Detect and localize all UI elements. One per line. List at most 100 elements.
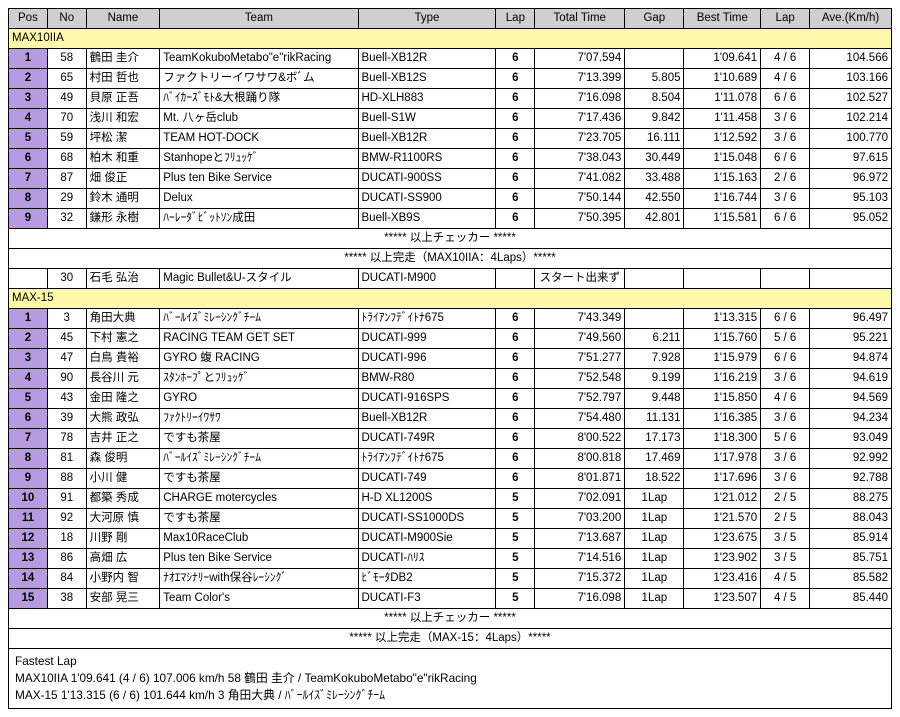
cell-lap: 6 xyxy=(496,89,535,109)
cell-lap: 6 xyxy=(496,329,535,349)
cell-best-time: 1'15.163 xyxy=(684,169,761,189)
cell-no: 78 xyxy=(47,429,86,449)
cell-lap2 xyxy=(761,269,810,289)
cell-no: 70 xyxy=(47,109,86,129)
cell-team: TEAM HOT-DOCK xyxy=(160,129,358,149)
cell-lap: 6 xyxy=(496,189,535,209)
cell-name: 都築 秀成 xyxy=(86,489,160,509)
cell-team: ﾅｵｴﾏｼﾅﾘｰwith保谷ﾚｰｼﾝｸﾞ xyxy=(160,569,358,589)
cell-total-time: 7'14.516 xyxy=(535,549,625,569)
cell-team: GYRO xyxy=(160,389,358,409)
note-row: ***** 以上完走（MAX-15：4Laps）***** xyxy=(9,629,892,649)
cell-pos: 3 xyxy=(9,349,48,369)
cell-pos: 1 xyxy=(9,49,48,69)
cell-team: ﾌｧｸﾄﾘｰｲﾜｻﾜ xyxy=(160,409,358,429)
cell-team: ですも茶屋 xyxy=(160,509,358,529)
table-row: 829鈴木 通明DeluxDUCATI-SS90067'50.14442.550… xyxy=(9,189,892,209)
cell-gap: 9.842 xyxy=(625,109,684,129)
cell-pos: 6 xyxy=(9,409,48,429)
cell-lap: 6 xyxy=(496,309,535,329)
cell-avg: 94.569 xyxy=(810,389,892,409)
cell-no: 58 xyxy=(47,49,86,69)
class-row-cell: MAX10IIA xyxy=(9,29,892,49)
cell-avg: 94.234 xyxy=(810,409,892,429)
table-row: 1386高畑 広Plus ten Bike ServiceDUCATI-ﾊﾘｽ5… xyxy=(9,549,892,569)
cell-lap: 6 xyxy=(496,169,535,189)
table-body: MAX10IIA158鶴田 圭介TeamKokuboMetabo"e"rikRa… xyxy=(9,29,892,649)
cell-gap: 1Lap xyxy=(625,489,684,509)
col-header: Best Time xyxy=(684,9,761,29)
cell-lap: 6 xyxy=(496,389,535,409)
cell-lap: 5 xyxy=(496,489,535,509)
col-header: Team xyxy=(160,9,358,29)
cell-lap2: 6 / 6 xyxy=(761,349,810,369)
cell-type: Buell-XB12R xyxy=(358,49,496,69)
note-row: ***** 以上完走（MAX10IIA：4Laps）***** xyxy=(9,249,892,269)
cell-no: 29 xyxy=(47,189,86,209)
cell-pos: 4 xyxy=(9,109,48,129)
table-row: 1218川野 剛Max10RaceClubDUCATI-M900Sie57'13… xyxy=(9,529,892,549)
cell-name: 鶴田 圭介 xyxy=(86,49,160,69)
cell-lap2: 3 / 5 xyxy=(761,549,810,569)
cell-pos: 5 xyxy=(9,389,48,409)
cell-lap2: 2 / 5 xyxy=(761,489,810,509)
cell-best-time: 1'15.979 xyxy=(684,349,761,369)
cell-lap2: 6 / 6 xyxy=(761,89,810,109)
cell-type: DUCATI-SS900 xyxy=(358,189,496,209)
cell-lap2: 2 / 6 xyxy=(761,169,810,189)
cell-avg: 85.751 xyxy=(810,549,892,569)
cell-team: Mt. 八ヶ岳club xyxy=(160,109,358,129)
cell-total-time: 7'43.349 xyxy=(535,309,625,329)
cell-no: 91 xyxy=(47,489,86,509)
cell-best-time: 1'15.760 xyxy=(684,329,761,349)
cell-total-time: スタート出来ず xyxy=(535,269,625,289)
cell-lap: 6 xyxy=(496,369,535,389)
cell-type: ﾋﾞﾓｰﾀDB2 xyxy=(358,569,496,589)
cell-avg: 92.788 xyxy=(810,469,892,489)
cell-gap: 9.448 xyxy=(625,389,684,409)
cell-avg: 93.049 xyxy=(810,429,892,449)
cell-best-time: 1'17.696 xyxy=(684,469,761,489)
cell-best-time: 1'11.078 xyxy=(684,89,761,109)
cell-name: 大河原 慎 xyxy=(86,509,160,529)
cell-avg: 85.914 xyxy=(810,529,892,549)
cell-total-time: 7'03.200 xyxy=(535,509,625,529)
cell-type: Buell-S1W xyxy=(358,109,496,129)
cell-lap: 5 xyxy=(496,569,535,589)
cell-avg: 100.770 xyxy=(810,129,892,149)
cell-total-time: 7'15.372 xyxy=(535,569,625,589)
table-row: 543金田 隆之GYRODUCATI-916SPS67'52.7979.4481… xyxy=(9,389,892,409)
fastest-lap-line: MAX-15 1'13.315 (6 / 6) 101.644 km/h 3 角… xyxy=(15,687,885,704)
cell-lap2: 3 / 6 xyxy=(761,449,810,469)
cell-gap: 17.173 xyxy=(625,429,684,449)
table-row: 349貝原 正吾ﾊﾞｲｶｰｽﾞﾓﾄ&大根踊り隊HD-XLH88367'16.09… xyxy=(9,89,892,109)
cell-type: Buell-XB12R xyxy=(358,409,496,429)
cell-lap: 6 xyxy=(496,129,535,149)
results-table: PosNoNameTeamTypeLapTotal TimeGapBest Ti… xyxy=(8,8,892,649)
cell-avg: 88.043 xyxy=(810,509,892,529)
cell-team: Team Color's xyxy=(160,589,358,609)
cell-team: Plus ten Bike Service xyxy=(160,549,358,569)
cell-type: DUCATI-749R xyxy=(358,429,496,449)
cell-pos: 3 xyxy=(9,89,48,109)
cell-type: DUCATI-916SPS xyxy=(358,389,496,409)
cell-best-time: 1'15.048 xyxy=(684,149,761,169)
cell-name: 吉井 正之 xyxy=(86,429,160,449)
cell-team: GYRO 蝮 RACING xyxy=(160,349,358,369)
table-row: 30石毛 弘治Magic Bullet&U-スタイルDUCATI-M900スター… xyxy=(9,269,892,289)
cell-team: Max10RaceClub xyxy=(160,529,358,549)
cell-avg: 85.440 xyxy=(810,589,892,609)
cell-name: 長谷川 元 xyxy=(86,369,160,389)
cell-avg: 88.275 xyxy=(810,489,892,509)
cell-pos: 10 xyxy=(9,489,48,509)
cell-pos: 11 xyxy=(9,509,48,529)
cell-type: ﾄﾗｲｱﾝﾌﾃﾞｲﾄﾅ675 xyxy=(358,309,496,329)
cell-type: DUCATI-ﾊﾘｽ xyxy=(358,549,496,569)
cell-gap: 17.469 xyxy=(625,449,684,469)
col-header: Total Time xyxy=(535,9,625,29)
cell-total-time: 7'52.548 xyxy=(535,369,625,389)
col-header: Name xyxy=(86,9,160,29)
cell-name: 角田大典 xyxy=(86,309,160,329)
cell-name: 柏木 和重 xyxy=(86,149,160,169)
cell-best-time: 1'10.689 xyxy=(684,69,761,89)
